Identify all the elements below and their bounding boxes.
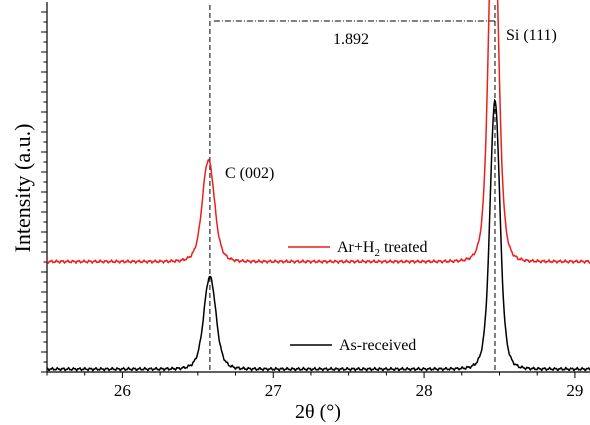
- legend-label-as-received: As-received: [339, 337, 416, 354]
- y-ticks: [41, 11, 47, 373]
- spacing-label: 1.892: [333, 31, 369, 48]
- x-tick-label: 29: [566, 381, 583, 400]
- c-peak-label: C (002): [225, 165, 274, 182]
- si-peak-label: Si (111): [506, 27, 557, 44]
- x-ticks: 26 27 28 29: [46, 372, 583, 400]
- x-axis-label: 2θ (°): [295, 401, 341, 423]
- x-tick-label: 27: [265, 381, 283, 400]
- legend-label-treated: Ar+H2 treated: [337, 239, 428, 259]
- series-line-as-received: [46, 98, 590, 372]
- series-line-ar-h2-treated: [46, 0, 590, 265]
- x-tick-label: 28: [416, 381, 433, 400]
- x-tick-label: 26: [114, 381, 131, 400]
- y-axis-label: Intensity (a.u.): [10, 124, 35, 253]
